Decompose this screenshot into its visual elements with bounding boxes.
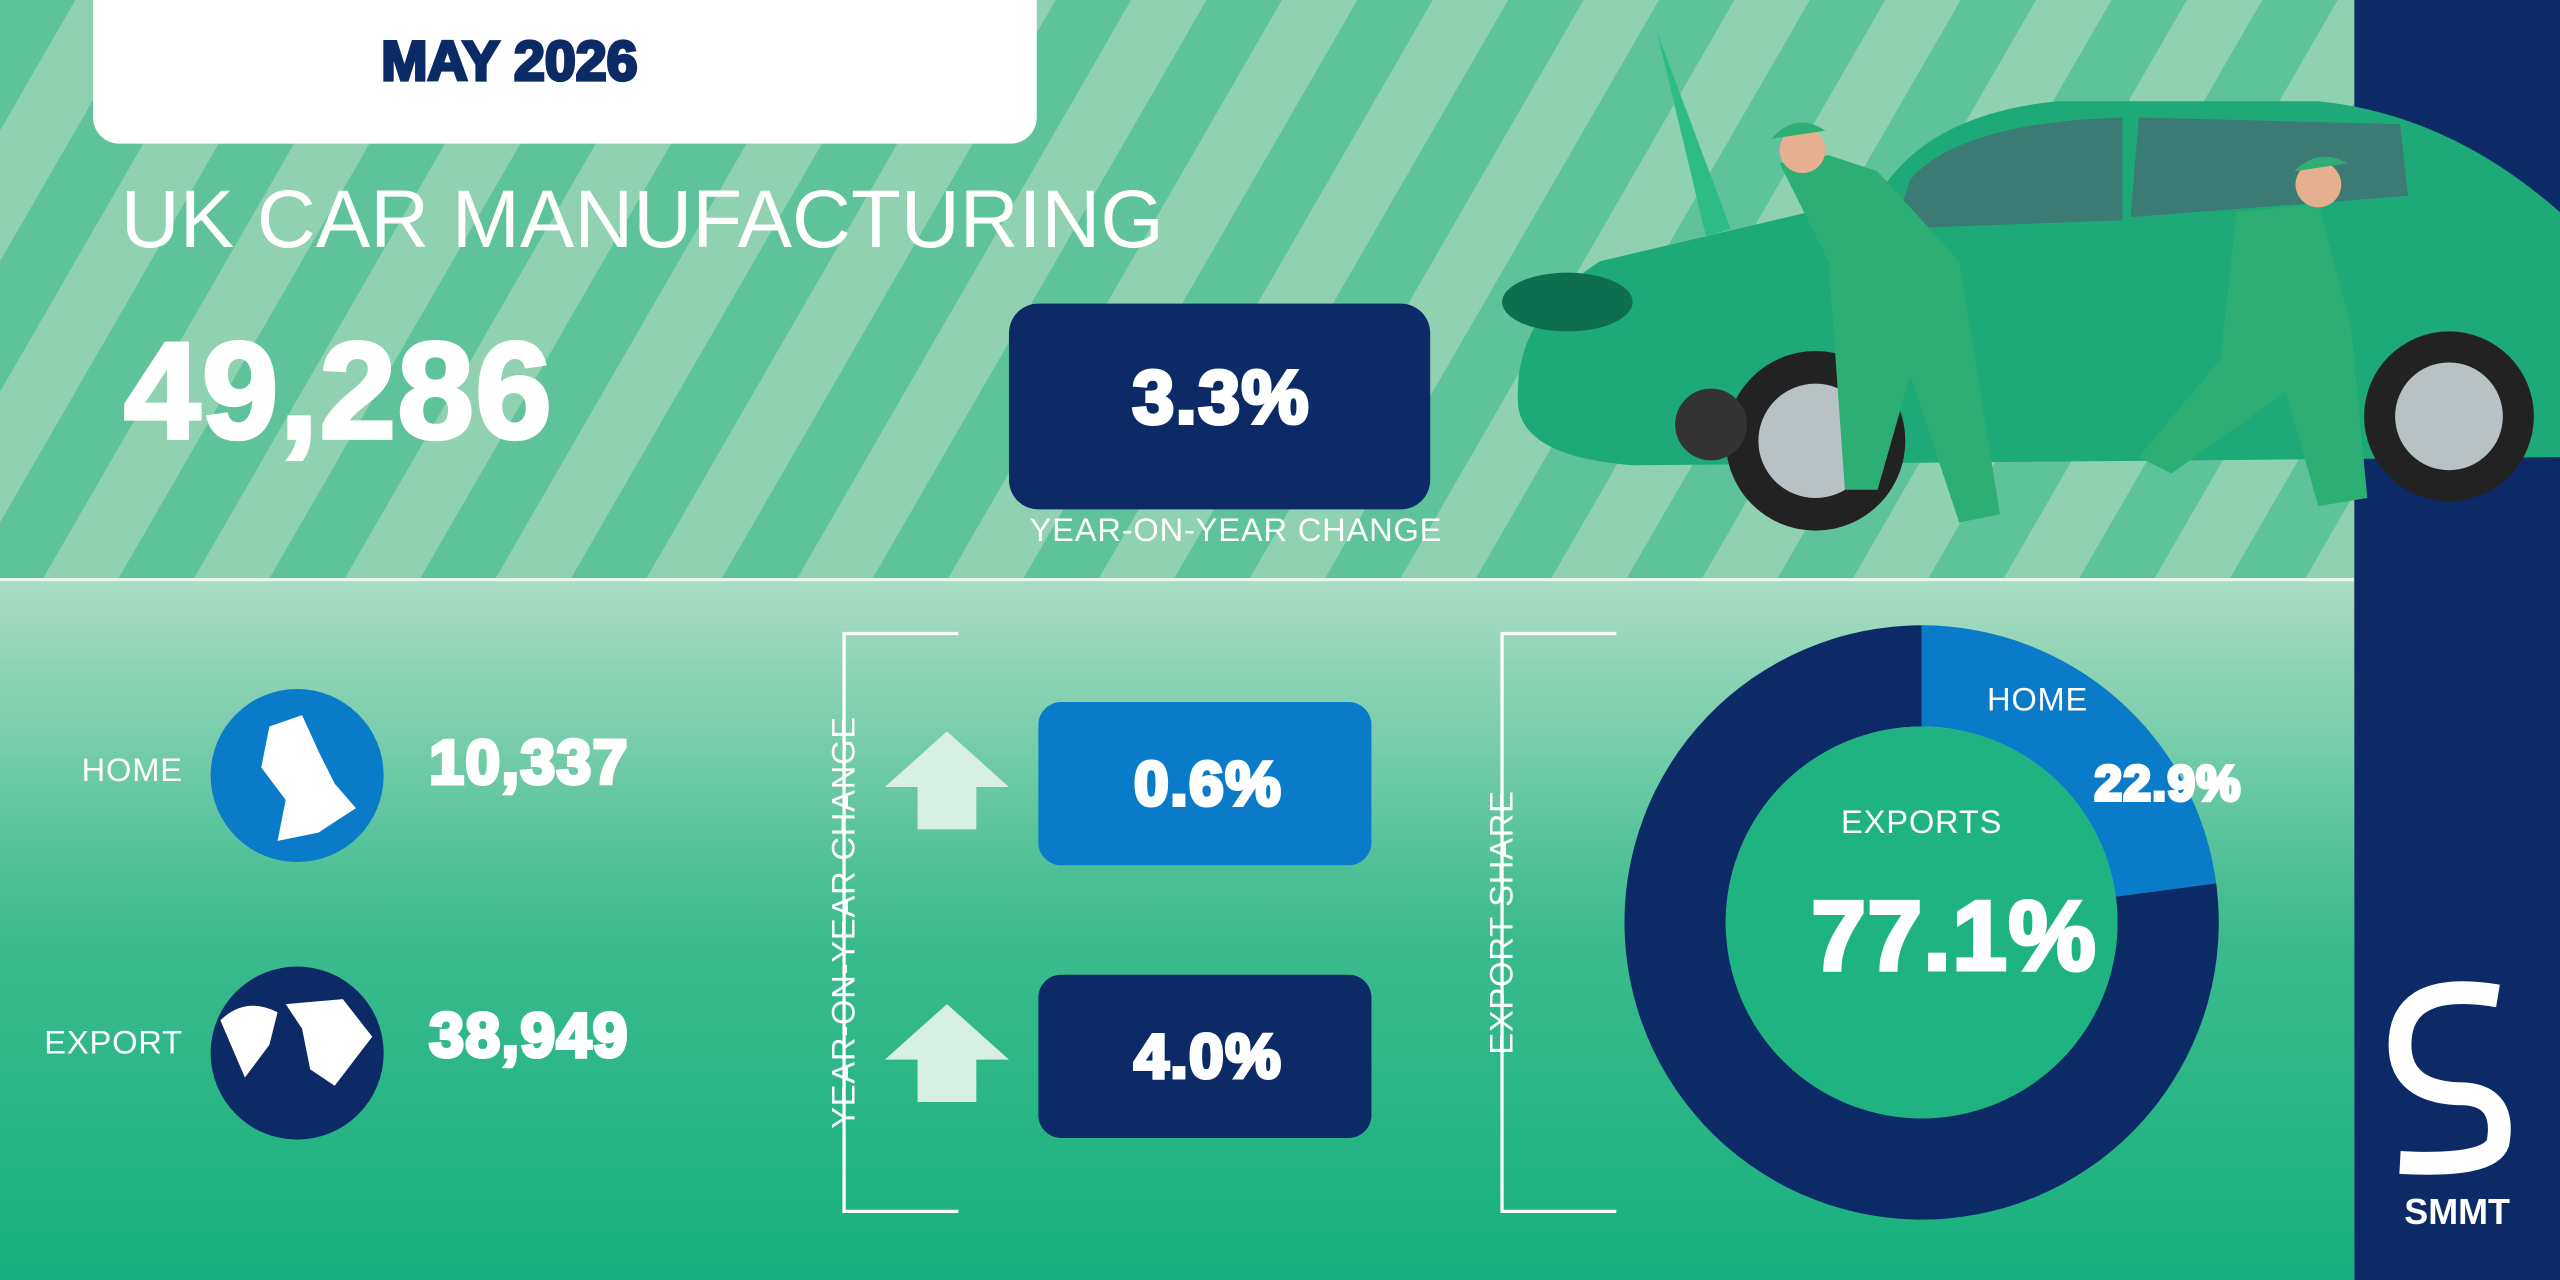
row-value: 38,949	[429, 1001, 629, 1070]
donut-segment	[1624, 625, 2219, 1220]
total: 49,286	[124, 315, 553, 468]
donut-chart: HOME 22.9% EXPORTS 77.1%	[1624, 625, 2242, 1220]
row-change: 4.0%	[1134, 1023, 1282, 1092]
segment-label: EXPORTS	[1841, 803, 2002, 840]
date-box	[93, 0, 1037, 144]
up-arrow	[884, 1004, 1009, 1103]
change-box	[1038, 702, 1372, 866]
segment-value: 77.1%	[1811, 881, 2097, 991]
logo-text: SMMT	[2404, 1191, 2510, 1232]
donut-segment	[1921, 625, 2217, 897]
row-label: HOME	[82, 751, 183, 788]
title: UK CAR MANUFACTURING	[121, 174, 1164, 265]
car-illustration	[1502, 32, 2560, 531]
change-axis-label: YEAR-ON-YEAR CHANGE	[824, 716, 861, 1129]
up-arrow	[884, 731, 1009, 830]
bracket	[1500, 631, 1617, 1214]
row-label: EXPORT	[44, 1024, 183, 1061]
world-shape	[220, 999, 373, 1086]
donut-title: EXPORT SHARE	[1482, 790, 1519, 1054]
segment-label: HOME	[1987, 681, 2088, 718]
donut-hole	[1725, 726, 2118, 1119]
segment-value: 22.9%	[2095, 757, 2242, 811]
row-value: 10,337	[429, 729, 629, 798]
uk-shape	[261, 715, 356, 841]
date: MAY 2026	[381, 30, 637, 92]
bracket	[842, 631, 959, 1214]
logo-mark	[2388, 981, 2511, 1175]
change-box	[1008, 303, 1431, 510]
change: 3.3%	[1132, 355, 1310, 439]
change-label: YEAR-ON-YEAR CHANGE	[1030, 511, 1443, 548]
row-change: 0.6%	[1134, 750, 1282, 819]
rows: HOME 10,337 0.6% EXPORT 38,949 4.0%	[44, 702, 1372, 1138]
change-box	[1038, 974, 1372, 1138]
